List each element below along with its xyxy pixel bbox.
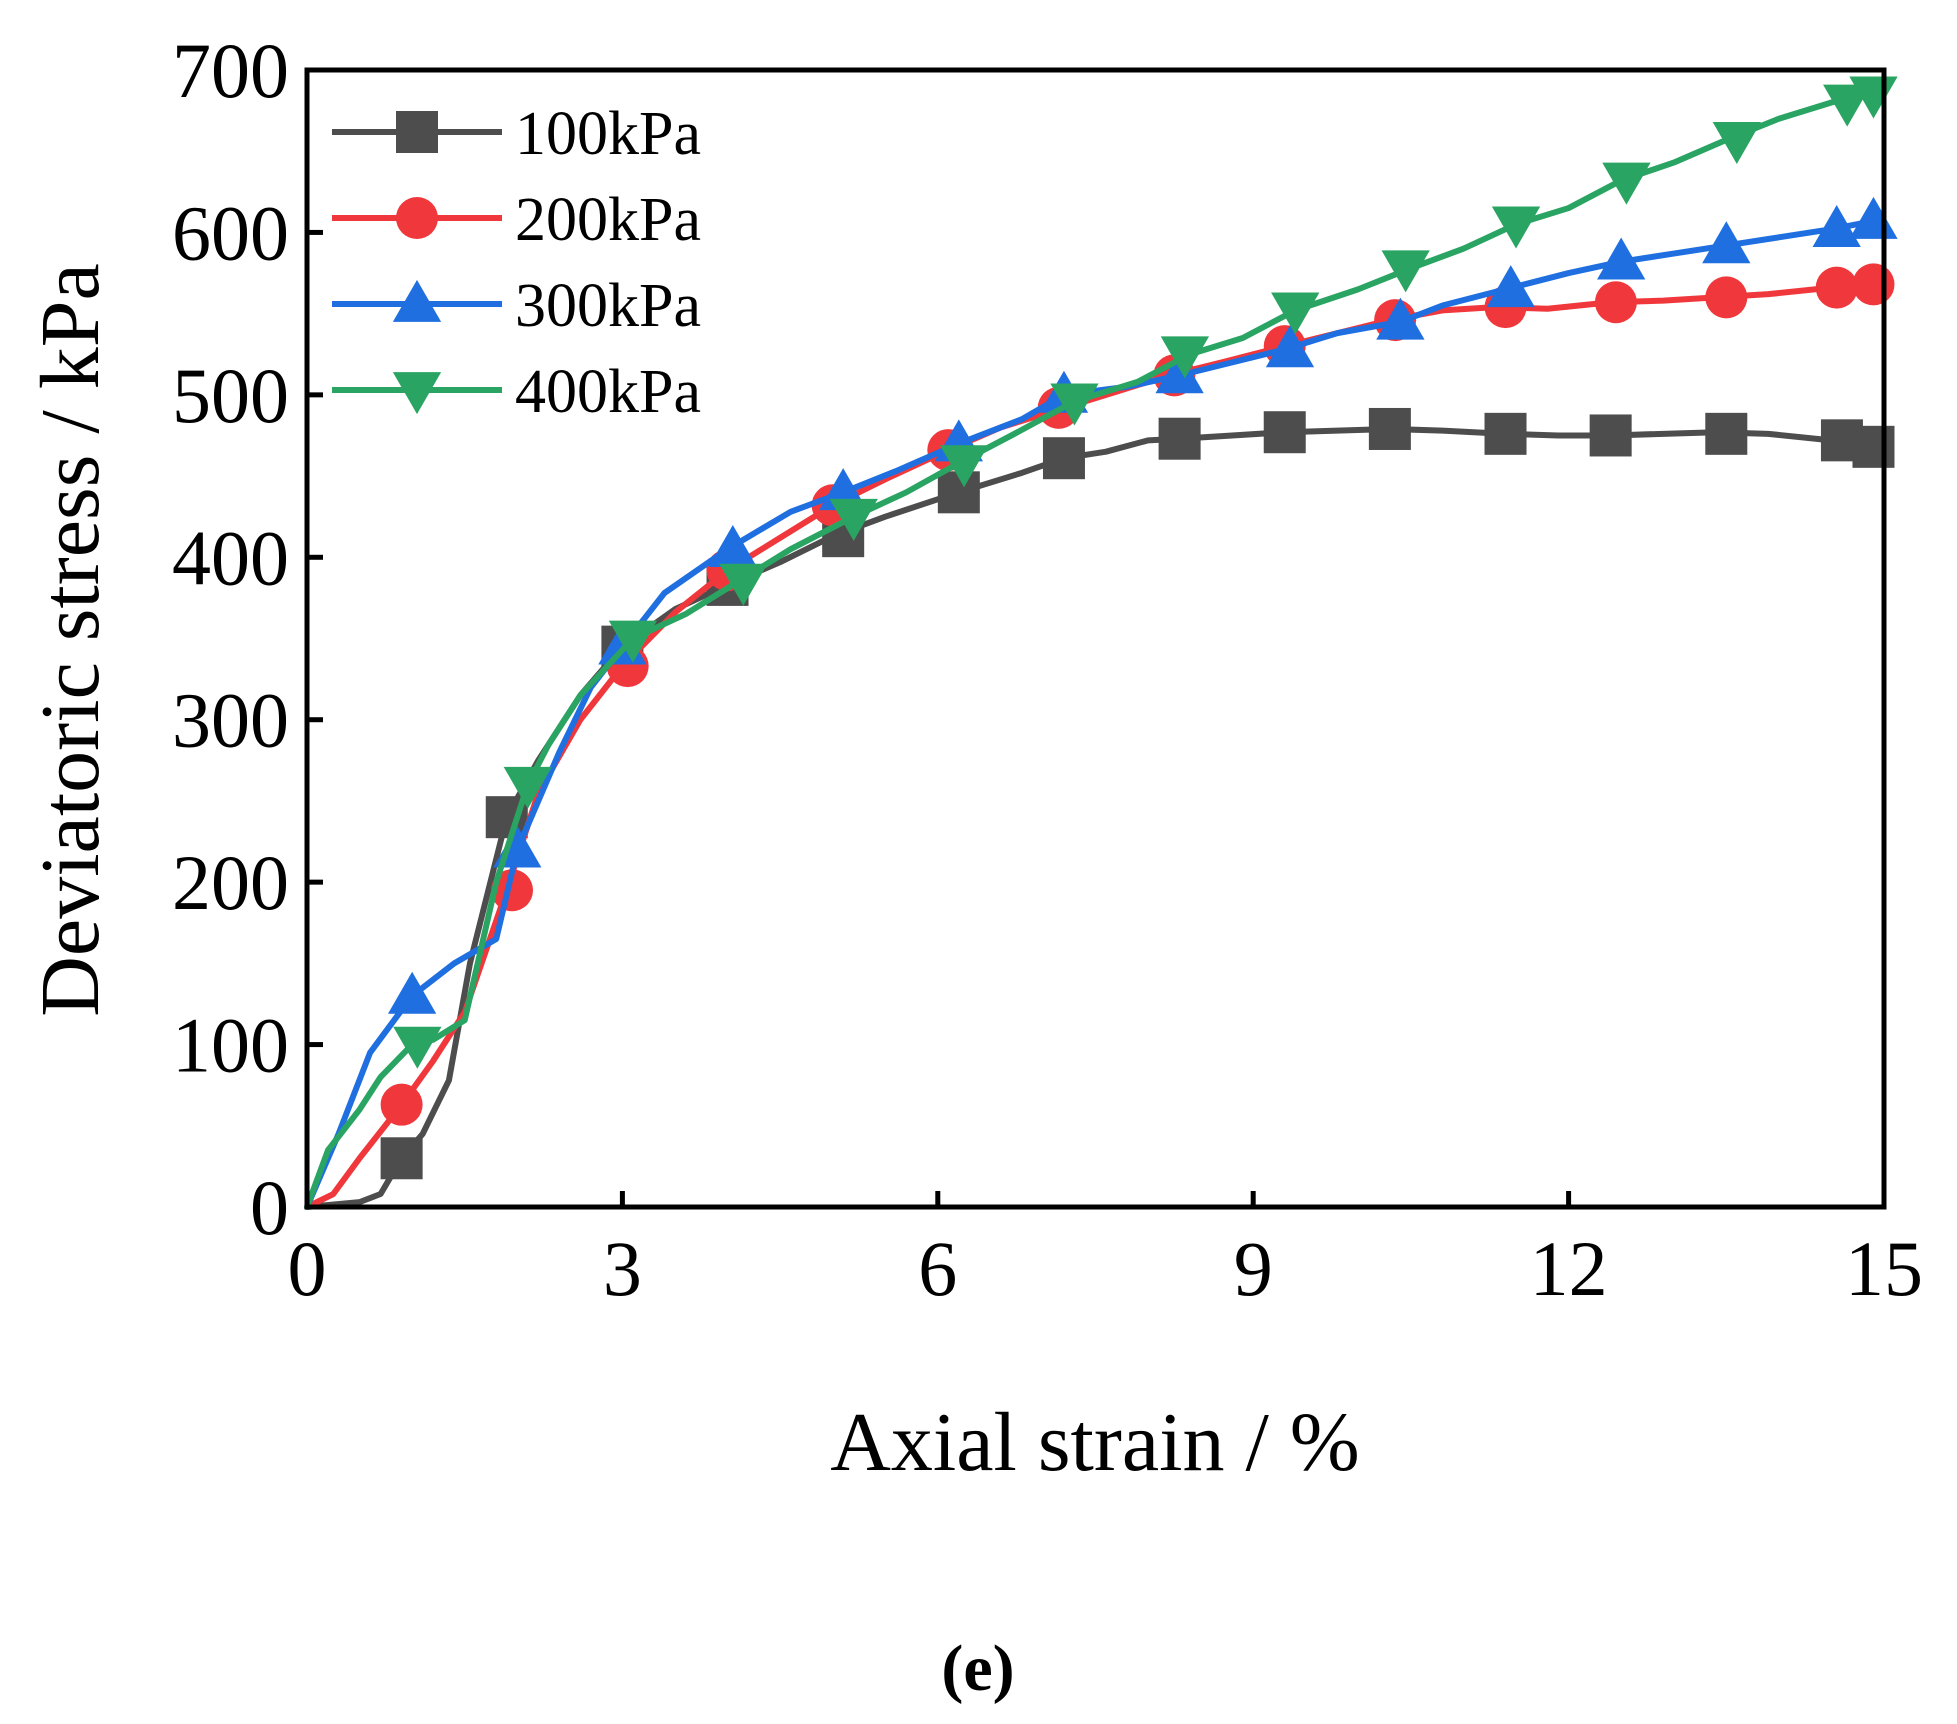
legend-marker xyxy=(392,279,442,322)
x-tick-label: 15 xyxy=(1845,1225,1923,1312)
data-point xyxy=(1265,325,1315,368)
legend-marker xyxy=(392,372,442,415)
data-point xyxy=(1160,336,1210,379)
data-point xyxy=(1823,84,1872,127)
series-line xyxy=(304,218,1877,1210)
x-tick-labels: 0 3 6 9 12 15 xyxy=(288,1225,1924,1312)
data-point xyxy=(503,766,552,809)
data-point xyxy=(719,563,768,606)
data-point xyxy=(1589,414,1632,457)
y-tick-label: 600 xyxy=(172,189,289,276)
plot-frame xyxy=(304,67,1887,1210)
data-point xyxy=(1702,221,1751,264)
legend-item: 200kPa xyxy=(332,186,701,254)
y-tick-label: 700 xyxy=(172,27,289,114)
x-tick-label: 6 xyxy=(918,1225,957,1312)
series-line xyxy=(304,425,1877,1210)
data-point xyxy=(1263,411,1306,454)
legend-item: 300kPa xyxy=(332,272,701,340)
data-point xyxy=(937,471,980,514)
data-point xyxy=(1381,250,1430,293)
data-point xyxy=(1705,412,1748,455)
data-point xyxy=(1594,281,1637,324)
data-point xyxy=(1491,206,1541,249)
data-point xyxy=(1376,297,1425,340)
x-tick-label: 9 xyxy=(1234,1225,1273,1312)
data-point xyxy=(708,525,757,568)
legend-label: 400kPa xyxy=(515,358,701,426)
x-axis-title: Axial strain / % xyxy=(830,1396,1360,1489)
data-point xyxy=(608,620,658,663)
x-tick-label: 0 xyxy=(288,1225,327,1312)
data-point xyxy=(1597,237,1646,280)
data-point xyxy=(1486,265,1535,308)
data-point xyxy=(939,445,989,488)
panel-label: (e) xyxy=(941,1632,1014,1705)
data-point xyxy=(1484,412,1527,455)
data-point xyxy=(1158,417,1201,460)
y-tick-label: 200 xyxy=(172,839,289,926)
data-point xyxy=(1155,351,1204,394)
legend-label: 200kPa xyxy=(515,186,701,254)
series-400kPa xyxy=(304,76,1898,1210)
x-tick-label: 3 xyxy=(603,1225,642,1312)
data-point xyxy=(1812,205,1861,248)
data-point xyxy=(393,1026,442,1069)
data-point xyxy=(1368,407,1411,450)
data-point xyxy=(380,1137,423,1180)
data-point xyxy=(387,971,437,1014)
data-point xyxy=(380,1083,423,1126)
y-tick-label: 400 xyxy=(172,514,289,601)
data-point xyxy=(1050,383,1099,426)
data-point xyxy=(1712,121,1761,164)
legend-item: 100kPa xyxy=(332,100,701,168)
legend-label: 300kPa xyxy=(515,272,701,340)
y-tick-label: 0 xyxy=(250,1164,289,1251)
y-tick-label: 300 xyxy=(172,677,289,764)
y-tick-label: 100 xyxy=(172,1002,289,1089)
data-point xyxy=(1815,266,1858,309)
y-tick-label: 500 xyxy=(172,352,289,439)
legend-label: 100kPa xyxy=(515,100,701,168)
legend: 100kPa 200kPa 300kPa 400kPa xyxy=(332,100,701,426)
legend-marker xyxy=(396,111,438,153)
legend-marker xyxy=(396,197,438,239)
y-tick-labels: 0 100 200 300 400 500 600 700 xyxy=(172,27,289,1251)
axis-ticks xyxy=(307,229,1572,1207)
data-point xyxy=(1602,162,1651,205)
data-point xyxy=(829,498,878,541)
data-point xyxy=(1271,292,1320,335)
y-axis-title: Deviatoric stress / kPa xyxy=(24,263,117,1017)
data-point xyxy=(1705,276,1748,319)
data-point xyxy=(1852,263,1895,306)
data-point xyxy=(1042,437,1085,480)
legend-item: 400kPa xyxy=(332,358,701,426)
plot-series xyxy=(304,76,1898,1210)
data-point xyxy=(491,869,534,912)
x-tick-label: 12 xyxy=(1530,1225,1608,1312)
data-point xyxy=(1852,425,1895,468)
